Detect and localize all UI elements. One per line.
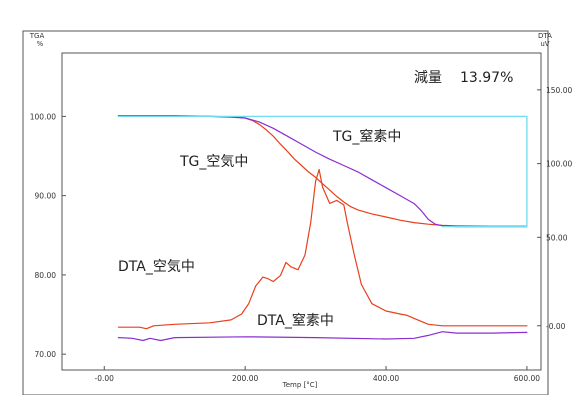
left-tick-label: 70.00 — [35, 350, 57, 359]
right-tick-label: -0.00 — [546, 322, 566, 331]
axis-ticks: 70.00 80.00 90.00 100.00 -0.00 50.00 100.00 150… — [30, 86, 573, 383]
x-tick-label: -0.00 — [95, 374, 115, 383]
series-line-3 — [117, 168, 528, 330]
series-line-1 — [117, 115, 528, 228]
label-tg-n2: TG_窒素中 — [332, 128, 401, 145]
left-tick-label: 90.00 — [35, 192, 57, 201]
left-axis-title: TGA — [29, 32, 45, 40]
series-line-4 — [117, 331, 528, 342]
label-tg-air: TG_空気中 — [179, 154, 248, 170]
right-axis-title: DTA — [538, 32, 552, 40]
right-axis-unit: uV — [540, 40, 549, 48]
series-line-0 — [117, 114, 528, 227]
x-tick-label: 600.00 — [514, 374, 540, 383]
right-tick-label: 100.00 — [546, 160, 572, 169]
left-tick-label: 100.00 — [30, 112, 56, 121]
mass-loss-label: 減量 — [414, 69, 442, 86]
x-tick-label: 400.00 — [373, 374, 399, 383]
mass-loss-value: 13.97% — [460, 70, 513, 86]
plot-frame — [61, 52, 542, 371]
series-line-2 — [117, 115, 528, 228]
right-tick-label: 150.00 — [546, 86, 572, 95]
x-tick-label: 200.00 — [232, 374, 258, 383]
label-dta-air: DTA_空気中 — [118, 259, 195, 275]
left-axis-unit: % — [37, 40, 44, 48]
left-tick-label: 80.00 — [35, 271, 57, 280]
series-group — [117, 114, 528, 342]
x-axis-title: Temp [°C] — [282, 381, 318, 389]
label-dta-n2: DTA_窒素中 — [257, 312, 334, 329]
right-tick-label: 50.00 — [546, 233, 568, 242]
